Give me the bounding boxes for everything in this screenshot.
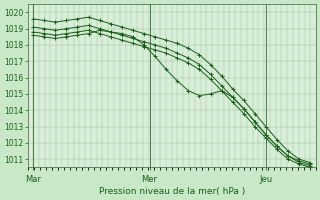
X-axis label: Pression niveau de la mer( hPa ): Pression niveau de la mer( hPa ) [99,187,245,196]
